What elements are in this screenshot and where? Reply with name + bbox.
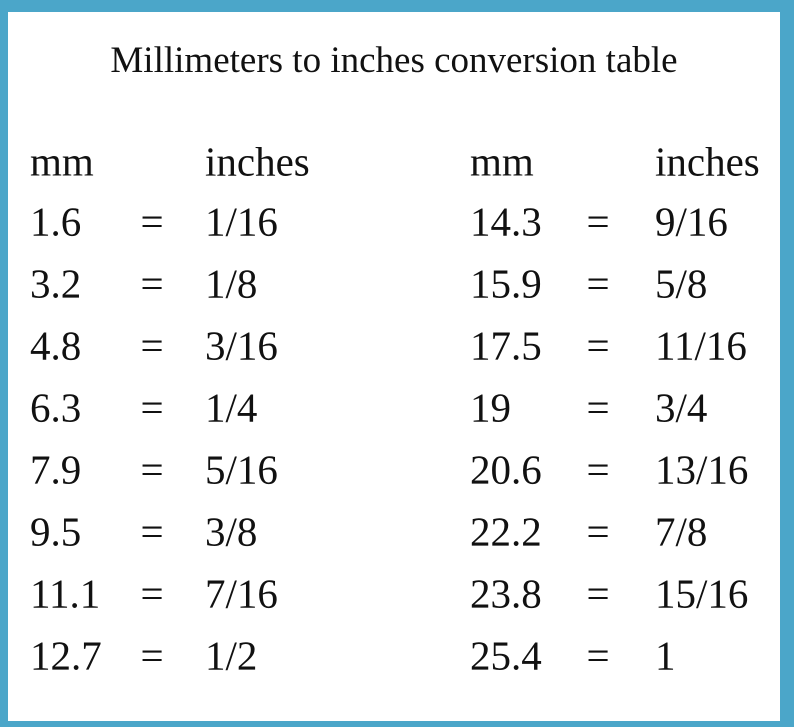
inch-value: 1/16 [205,198,278,245]
mm-value: 7.9 [30,446,82,493]
column-header: mm [30,138,94,185]
equals-sign: = [586,322,610,369]
equals-sign: = [586,198,610,245]
equals-sign: = [140,508,164,555]
mm-value: 15.9 [470,260,542,307]
equals-sign: = [586,508,610,555]
inch-value: 1 [655,632,676,679]
equals-sign: = [140,570,164,617]
mm-value: 1.6 [30,198,82,245]
equals-sign: = [586,260,610,307]
inch-value: 1/2 [205,632,258,679]
inch-value: 3/16 [205,322,278,369]
inch-value: 1/4 [205,384,258,431]
mm-value: 25.4 [470,632,542,679]
inch-value: 5/16 [205,446,278,493]
table-title: Millimeters to inches conversion table [110,40,678,81]
equals-sign: = [586,446,610,493]
mm-value: 17.5 [470,322,542,369]
column-header: inches [205,138,310,185]
equals-sign: = [140,260,164,307]
mm-value: 11.1 [30,570,101,617]
inch-value: 5/8 [655,260,708,307]
mm-value: 12.7 [30,632,102,679]
inch-value: 15/16 [655,570,749,617]
inch-value: 3/8 [205,508,258,555]
column-header: inches [655,138,760,185]
mm-value: 4.8 [30,322,82,369]
mm-value: 14.3 [470,198,542,245]
inch-value: 11/16 [655,322,747,369]
mm-value: 3.2 [30,260,82,307]
inch-value: 13/16 [655,446,749,493]
inch-value: 7/16 [205,570,278,617]
mm-value: 23.8 [470,570,542,617]
equals-sign: = [140,446,164,493]
inch-value: 7/8 [655,508,708,555]
column-header: mm [470,138,534,185]
mm-value: 22.2 [470,508,542,555]
mm-value: 6.3 [30,384,82,431]
equals-sign: = [140,632,164,679]
equals-sign: = [586,384,610,431]
inch-value: 3/4 [655,384,708,431]
inch-value: 9/16 [655,198,728,245]
equals-sign: = [140,198,164,245]
equals-sign: = [140,322,164,369]
mm-value: 9.5 [30,508,82,555]
equals-sign: = [140,384,164,431]
mm-value: 20.6 [470,446,542,493]
equals-sign: = [586,570,610,617]
inch-value: 1/8 [205,260,258,307]
mm-value: 19 [470,384,511,431]
equals-sign: = [586,632,610,679]
